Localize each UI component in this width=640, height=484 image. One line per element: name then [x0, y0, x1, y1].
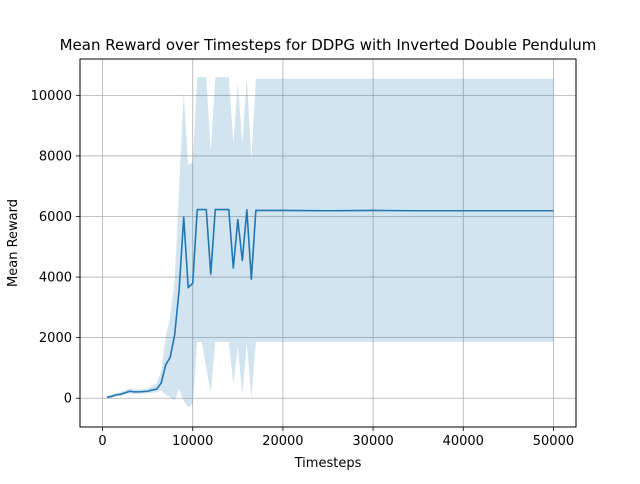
chart-title: Mean Reward over Timesteps for DDPG with…: [60, 36, 597, 54]
x-tick-label: 10000: [172, 434, 213, 449]
plot-frame: [79, 58, 577, 428]
x-axis: 0 10000 20000 30000 40000 50000: [98, 427, 574, 449]
y-tick-label: 10000: [31, 89, 72, 104]
y-tick-label: 0: [64, 392, 72, 407]
x-tick-label: 20000: [262, 434, 303, 449]
x-axis-label: Timesteps: [294, 456, 362, 471]
std-band: [107, 77, 554, 408]
x-tick-label: 30000: [352, 434, 393, 449]
y-tick-label: 2000: [39, 331, 72, 346]
y-tick-label: 4000: [39, 271, 72, 286]
mean-reward-line: [106, 208, 554, 399]
std-band-area: [107, 77, 554, 408]
x-tick-label: 50000: [533, 434, 574, 449]
x-tick-label: 40000: [443, 434, 484, 449]
y-tick-label: 6000: [39, 210, 72, 225]
y-tick-label: 8000: [39, 149, 72, 164]
y-axis: 0 2000 4000 6000 8000 10000: [31, 89, 80, 407]
grid-lines: [80, 59, 576, 427]
y-axis-label: Mean Reward: [6, 199, 21, 287]
x-tick-label: 0: [98, 434, 106, 449]
series-line: [106, 208, 554, 399]
